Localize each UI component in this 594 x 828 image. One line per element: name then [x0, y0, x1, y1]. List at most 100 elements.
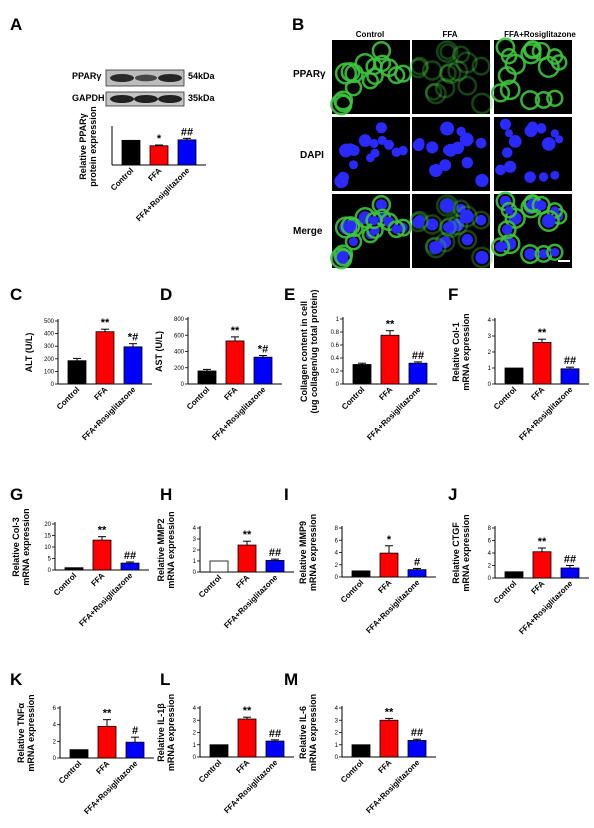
y-axis-label: mRNA expression	[26, 694, 36, 771]
category-label: FFA+Rosiglitazone	[517, 385, 575, 443]
cell-nucleus	[426, 141, 439, 154]
y-tick-label: 4	[335, 706, 339, 712]
y-tick-label: 300	[44, 344, 55, 350]
cell-membrane	[546, 89, 564, 107]
chart-g: G 0 5 10 15 20 Relative Col-3 mRNA expression Co…	[10, 485, 149, 628]
y-axis-label: mRNA expression	[308, 694, 318, 771]
significance-marker: **	[385, 706, 394, 718]
cell-nucleus	[439, 159, 452, 172]
category-label: FFA+Rosiglitazone	[222, 758, 280, 816]
y-axis-label: Relative MMP2	[156, 518, 166, 581]
cell-membrane	[455, 205, 478, 228]
cell-nucleus	[383, 139, 395, 150]
bar-ffa	[237, 718, 257, 758]
bar-control	[197, 370, 217, 385]
category-label: FFA+Rosiglitazone	[364, 758, 422, 816]
cell-membrane	[435, 194, 459, 217]
significance-marker: **	[243, 705, 252, 717]
cell-membrane	[333, 90, 354, 111]
y-tick-label: 15	[44, 534, 51, 540]
cell-membrane	[340, 216, 361, 236]
cell-nucleus	[344, 143, 357, 155]
y-tick-label: 0	[193, 570, 197, 576]
significance-marker: *#	[258, 344, 268, 356]
cell-membrane	[334, 94, 353, 113]
cell-nucleus	[475, 137, 487, 149]
cell-nucleus	[505, 129, 514, 138]
panel-a: A PPARγ GAPDH 54kDa 35kDa	[10, 15, 216, 107]
cell-nucleus	[550, 129, 559, 138]
y-tick-label: 2	[335, 731, 339, 737]
cell-membrane	[490, 83, 511, 103]
cell-nucleus	[338, 252, 348, 263]
cell-nucleus	[475, 173, 489, 188]
cell-nucleus	[527, 121, 538, 133]
cell-membrane	[447, 60, 469, 82]
blot-band	[158, 74, 182, 82]
cell-nucleus	[391, 147, 402, 157]
cell-membrane	[439, 216, 462, 238]
cell-nucleus	[459, 132, 474, 147]
y-axis-label: Relative PPARγ	[78, 113, 88, 179]
blot-size-ppar: 54kDa	[188, 71, 216, 81]
panel-letter: E	[284, 285, 295, 304]
panel-a-letter: A	[10, 15, 22, 34]
cell-nucleus	[412, 216, 425, 229]
panel-letter: G	[10, 485, 23, 504]
cell-membrane	[534, 90, 553, 109]
significance-marker: **	[231, 325, 240, 337]
cell-nucleus	[426, 218, 439, 231]
y-tick-label: 0	[181, 382, 185, 388]
cell-nucleus	[440, 198, 455, 213]
y-axis-label: mRNA expression	[461, 514, 471, 591]
blot-band	[134, 95, 158, 103]
category-label: Control	[55, 385, 81, 411]
blot-band	[110, 95, 134, 103]
cell-membrane	[452, 45, 471, 64]
cell-nucleus	[475, 250, 489, 265]
if-row-ppar: PPARγ	[293, 69, 326, 80]
y-axis-label: Collagen content in cell	[299, 301, 309, 402]
y-axis-label: ALT (U/L)	[24, 333, 34, 373]
significance-marker: **	[101, 317, 110, 329]
y-tick-label: 400	[44, 332, 55, 338]
cell-membrane	[537, 209, 560, 232]
significance-marker: **	[243, 529, 252, 541]
y-tick-label: 0.4	[331, 356, 340, 362]
cell-nucleus	[501, 224, 513, 235]
blot-label-ppar: PPARγ	[72, 71, 101, 81]
bar-ffa	[92, 539, 112, 571]
bar-control	[209, 744, 229, 758]
bar-control	[504, 367, 524, 385]
cell-nucleus	[555, 135, 564, 144]
y-tick-label: 500	[44, 319, 55, 325]
cell-membrane	[366, 67, 384, 85]
y-tick-label: 1	[488, 366, 492, 372]
cell-membrane	[387, 66, 406, 85]
bar-control	[352, 364, 372, 385]
y-axis-label: Relative IL-6	[298, 706, 308, 759]
bar-ffa	[380, 334, 400, 385]
significance-marker: ##	[269, 728, 281, 740]
category-label: Control	[57, 759, 83, 785]
chart-h: H 0 1 2 3 4 Relative MMP2 mRNA expression Contro…	[156, 485, 294, 630]
category-label: FFA	[146, 166, 163, 183]
significance-marker: ##	[124, 550, 136, 562]
category-label: FFA	[234, 758, 251, 775]
cell-membrane	[537, 55, 560, 78]
chart-m: M 0 1 2 3 4 Relative IL-6 mRNA expression Contro…	[284, 670, 436, 815]
category-label: Control	[197, 758, 223, 784]
bar-ffa	[149, 145, 169, 166]
cell-nucleus	[550, 247, 560, 257]
y-axis-label: mRNA expression	[21, 508, 31, 585]
y-tick-label: 200	[174, 366, 185, 372]
bar-rosiglitazone	[560, 567, 580, 579]
chart-i: I 0 2 4 6 8 Relative MMP9 mRNA expression Contro…	[284, 485, 436, 635]
bar-ffa	[532, 551, 552, 579]
bar-rosiglitazone	[265, 740, 285, 758]
category-label: Control	[52, 571, 78, 597]
cell-membrane	[435, 40, 459, 63]
category-label: Control	[339, 758, 365, 784]
chart-l: L 0 1 2 3 4 Relative IL-1β mRNA expression Contr…	[156, 670, 294, 815]
